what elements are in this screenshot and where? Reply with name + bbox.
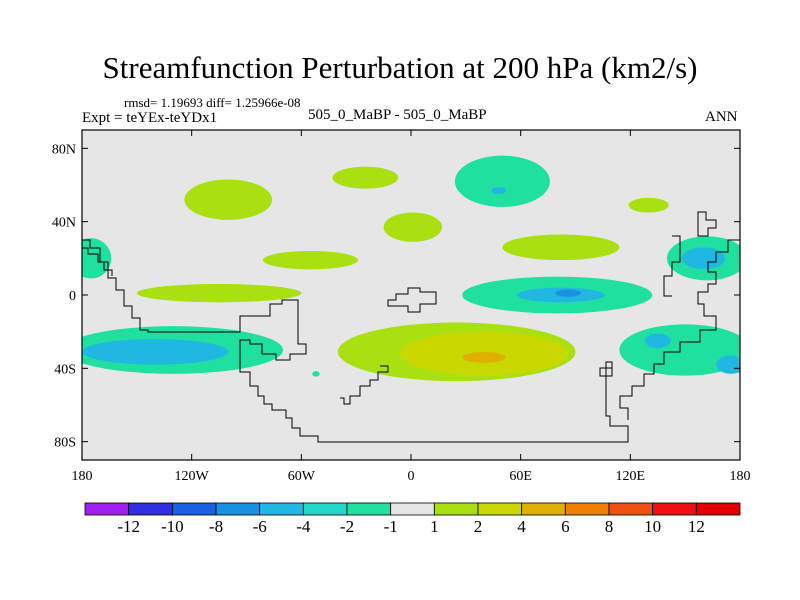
contour-region-7 xyxy=(628,197,669,213)
colorbar-label: 10 xyxy=(644,517,661,536)
contour-region-6 xyxy=(502,234,620,261)
colorbar-swatch xyxy=(564,502,610,516)
x-axis-ticks: 180 120W 60W 0 60E 120E 180 xyxy=(72,130,751,484)
x-tick-label: 120E xyxy=(616,469,646,484)
contour-region-11 xyxy=(681,247,726,270)
colorbar: -12 -10 -8 -6 -4 -2 -1 1 2 4 6 8 10 12 xyxy=(84,502,741,536)
coastline-southamerica xyxy=(340,365,389,405)
y-tick-label: 40N xyxy=(52,216,76,231)
colorbar-label: -12 xyxy=(117,517,140,536)
colorbar-label: -8 xyxy=(209,517,223,536)
colorbar-label: 2 xyxy=(474,517,483,536)
colorbar-swatch xyxy=(215,502,261,516)
contour-region-9 xyxy=(82,238,112,279)
coastline-africa xyxy=(387,287,437,313)
colorbar-swatch xyxy=(302,502,348,516)
colorbar-label: 6 xyxy=(561,517,570,536)
x-tick-label: 180 xyxy=(730,469,751,484)
x-tick-label: 120W xyxy=(175,469,210,484)
colorbar-swatch xyxy=(171,502,217,516)
contour-region-14 xyxy=(555,289,581,297)
y-tick-label: 40S xyxy=(54,362,76,377)
contour-region-4 xyxy=(383,212,443,242)
coastline-indonesia xyxy=(599,367,613,377)
colorbar-swatch xyxy=(695,502,741,516)
cases-text: 505_0_MaBP - 505_0_MaBP xyxy=(308,107,487,123)
colorbar-swatch xyxy=(346,502,392,516)
coastline-americas xyxy=(82,239,629,443)
colorbar-label: -2 xyxy=(340,517,354,536)
coastlines xyxy=(82,211,740,443)
colorbar-swatch xyxy=(390,502,435,516)
contour-region-1 xyxy=(332,166,399,189)
x-tick-label: 60W xyxy=(288,469,316,484)
x-tick-label: 60E xyxy=(509,469,532,484)
contour-region-23 xyxy=(312,371,320,377)
contour-region-17 xyxy=(716,355,740,374)
colorbar-label: 12 xyxy=(688,517,705,536)
colorbar-label: 8 xyxy=(605,517,614,536)
expt-text: Expt = teYEx-teYDx1 xyxy=(82,110,218,126)
chart-title: Streamfunction Perturbation at 200 hPa (… xyxy=(102,50,698,85)
colorbar-swatch xyxy=(433,502,479,516)
colorbar-swatch xyxy=(521,502,566,516)
colorbar-label: -6 xyxy=(253,517,267,536)
colorbar-swatch xyxy=(128,502,173,516)
y-axis-ticks: 80N 40N 0 40S 80S xyxy=(52,142,740,451)
coastline-asia-east xyxy=(619,239,740,420)
contour-region-2 xyxy=(454,155,550,207)
contour-region-3 xyxy=(491,186,507,195)
colorbar-label: 1 xyxy=(430,517,439,536)
colorbar-label: -10 xyxy=(161,517,184,536)
colorbar-swatch xyxy=(608,502,654,516)
coastline-northwest xyxy=(82,247,113,276)
y-tick-label: 80S xyxy=(54,436,76,451)
y-tick-label: 80N xyxy=(52,142,76,157)
contour-region-0 xyxy=(184,179,273,220)
contour-region-19 xyxy=(82,339,229,365)
colorbar-swatch xyxy=(259,502,304,516)
colorbar-label: 4 xyxy=(517,517,526,536)
x-tick-label: 0 xyxy=(408,469,415,484)
rmsd-text: rmsd= 1.19693 diff= 1.25966e-08 xyxy=(124,95,301,110)
x-tick-label: 180 xyxy=(72,469,93,484)
y-tick-label: 0 xyxy=(69,289,76,304)
contour-region-8 xyxy=(136,284,302,303)
colorbar-label: -4 xyxy=(296,517,311,536)
contour-region-16 xyxy=(644,333,671,349)
colorbar-label: -1 xyxy=(384,517,398,536)
contour-region-5 xyxy=(262,250,358,270)
season-label: ANN xyxy=(705,109,738,125)
colorbar-swatch xyxy=(652,502,697,516)
coastline-japan xyxy=(697,211,717,237)
contour-region-22 xyxy=(462,351,507,363)
colorbar-swatch xyxy=(477,502,523,516)
colorbar-swatch xyxy=(84,502,130,516)
coastline-east2 xyxy=(663,235,681,297)
